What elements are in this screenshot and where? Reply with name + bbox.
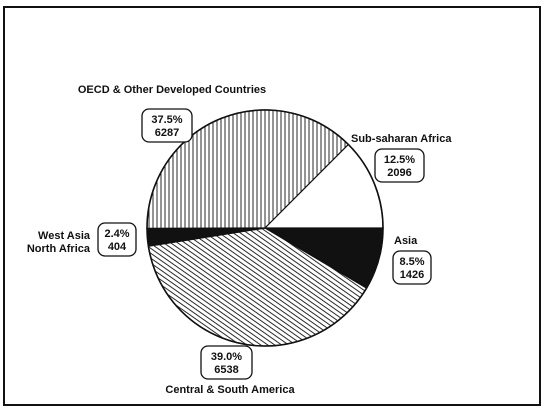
pie-slices — [146, 109, 384, 347]
value-label-oecd-and-other-developed-countries: 6287 — [155, 127, 179, 139]
value-box-sub-saharan-africa — [374, 148, 425, 183]
slice-name-asia: Asia — [394, 235, 418, 247]
pie-labels: OECD & Other Developed Countries 37.5%628… — [27, 84, 452, 396]
value-label-asia: 1426 — [400, 269, 424, 281]
value-box-central-and-south-america — [200, 345, 253, 380]
slice-name-west-asia-north-africa: West Asia North Africa — [27, 230, 91, 255]
slice-name-oecd-and-other-developed-countries: OECD & Other Developed Countries — [78, 84, 266, 96]
slice-name-sub-saharan-africa: Sub-saharan Africa — [351, 133, 452, 145]
value-box-oecd-and-other-developed-countries — [141, 108, 193, 143]
percent-label-oecd-and-other-developed-countries: 37.5% — [151, 114, 182, 126]
value-label-sub-saharan-africa: 2096 — [387, 167, 411, 179]
slice-name-central-and-south-america: Central & South America — [165, 384, 295, 396]
percent-label-asia: 8.5% — [399, 256, 424, 268]
value-label-central-and-south-america: 6538 — [214, 364, 238, 376]
pie-outline — [146, 109, 384, 347]
value-box-west-asia-north-africa — [97, 222, 137, 257]
percent-label-west-asia-north-africa: 2.4% — [104, 228, 129, 240]
percent-label-central-and-south-america: 39.0% — [211, 351, 242, 363]
value-box-asia — [392, 250, 432, 285]
percent-label-sub-saharan-africa: 12.5% — [384, 154, 415, 166]
value-label-west-asia-north-africa: 404 — [108, 241, 127, 253]
